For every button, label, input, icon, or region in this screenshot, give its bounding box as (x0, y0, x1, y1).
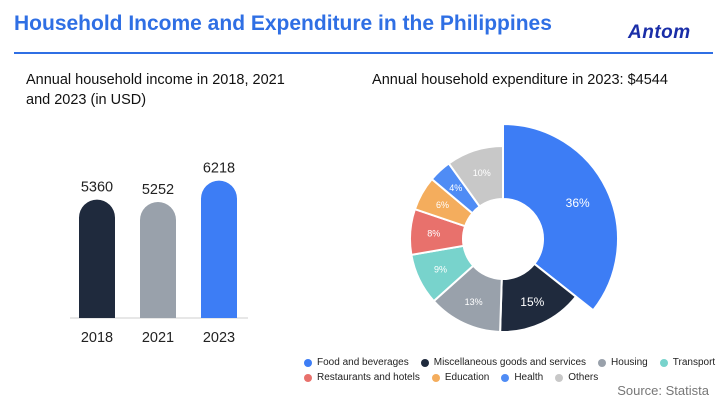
legend-swatch (659, 358, 668, 367)
legend-item: Housing (598, 357, 648, 368)
legend-swatch (431, 373, 440, 382)
bar-value-label: 5252 (142, 182, 174, 198)
bar-value-label: 6218 (203, 161, 235, 177)
title-divider (14, 52, 713, 54)
legend-label: Transport (672, 357, 716, 368)
donut-value-label: 15% (520, 295, 544, 309)
legend-item: Food and beverages (304, 357, 409, 368)
page-title: Household Income and Expenditure in the … (14, 12, 552, 35)
legend-label: Food and beverages (317, 357, 409, 368)
legend-item: Health (501, 372, 543, 383)
legend-item: Miscellaneous goods and services (420, 357, 587, 368)
source-note: Source: Statista (617, 383, 709, 398)
bar-category-label: 2018 (81, 330, 113, 346)
legend-label: Education (444, 372, 490, 383)
legend-row: Food and beverages Miscellaneous goods an… (304, 355, 716, 370)
bar-2023 (201, 180, 237, 318)
legend-item: Transport (659, 357, 716, 368)
donut-value-label: 4% (449, 183, 462, 193)
donut-chart-title: Annual household expenditure in 2023: $4… (372, 72, 668, 88)
legend-swatch (501, 373, 510, 382)
legend-swatch (555, 373, 564, 382)
donut-value-label: 8% (427, 229, 440, 239)
donut-slice-others (447, 144, 504, 208)
donut-legend: Food and beverages Miscellaneous goods an… (304, 355, 716, 385)
bar-category-label: 2021 (142, 330, 174, 346)
donut-value-label: 36% (566, 196, 590, 210)
legend-label: Housing (611, 357, 648, 368)
legend-label: Others (568, 372, 599, 383)
legend-row: Restaurants and hotels Education Health Oth… (304, 370, 714, 385)
legend-label: Restaurants and hotels (317, 372, 420, 383)
legend-label: Miscellaneous goods and services (433, 357, 587, 368)
legend-item: Restaurants and hotels (304, 372, 420, 383)
bar-chart-title: Annual household income in 2018, 2021 an… (26, 72, 285, 108)
bar-2018 (79, 199, 115, 318)
bar-2021 (140, 201, 176, 318)
donut-value-label: 13% (465, 297, 483, 307)
legend-swatch (304, 373, 312, 382)
legend-label: Health (514, 372, 544, 383)
legend-item: Education (431, 372, 490, 383)
brand-logo: Antom (628, 22, 691, 43)
donut-value-label: 10% (473, 168, 491, 178)
bar-value-label: 5360 (81, 180, 113, 196)
legend-swatch (420, 358, 429, 367)
legend-swatch (598, 358, 607, 367)
legend-swatch (304, 358, 312, 367)
donut-slice-food-and-beverages (502, 122, 619, 312)
donut-value-label: 9% (434, 264, 447, 274)
donut-value-label: 6% (436, 200, 449, 210)
bar-category-label: 2023 (203, 330, 235, 346)
legend-item: Others (555, 372, 598, 383)
